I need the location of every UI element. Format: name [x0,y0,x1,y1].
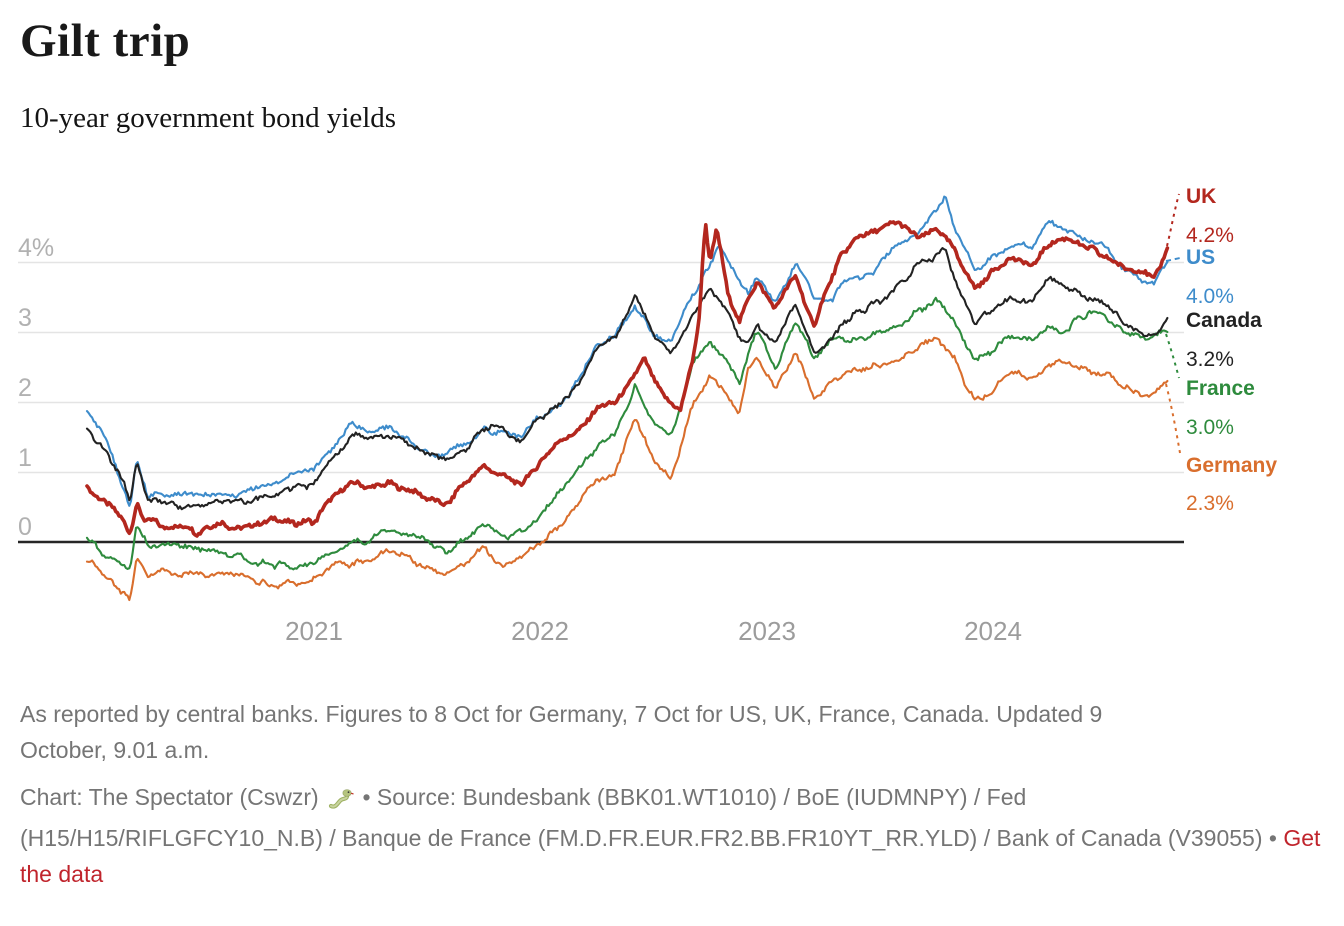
france-line [85,296,1169,571]
legend-label-france: France [1186,377,1255,400]
x-tick-2024: 2024 [964,616,1022,646]
page-title: Gilt trip [20,15,191,67]
y-tick-0: 0 [18,513,32,541]
chart-note: As reported by central banks. Figures to… [20,696,1332,768]
x-tick-2023: 2023 [738,616,796,646]
leader-lines [1165,193,1181,454]
y-axis-labels: 4% 3 2 1 0 [18,234,54,541]
legend-label-canada: Canada [1186,309,1262,332]
note-line-1: As reported by central banks. Figures to… [20,701,1103,727]
x-axis-labels: 2021 2022 2023 2024 [285,616,1022,646]
germany-leader-line [1165,383,1181,454]
legend-value-canada: 3.2% [1186,348,1234,371]
note-line-2: October, 9.01 a.m. [20,737,210,763]
uk-leader-line [1166,193,1180,247]
legend-value-germany: 2.3% [1186,492,1234,515]
y-tick-3: 3 [18,304,32,332]
france-leader-line [1165,333,1180,379]
legend-value-france: 3.0% [1186,416,1234,439]
legend-value-uk: 4.2% [1186,224,1234,247]
x-tick-2022: 2022 [511,616,569,646]
canada-line [85,247,1169,511]
legend-label-uk: UK [1186,185,1217,208]
get-the-data-link[interactable]: Get the data [20,825,1321,887]
us-line [85,195,1169,507]
legend-value-us: 4.0% [1186,285,1234,308]
attribution-prefix: Chart: The Spectator (Cswzr) [20,784,319,810]
y-tick-4: 4% [18,234,54,262]
series-lines [85,195,1170,602]
snake-emoji-icon [327,784,354,820]
x-tick-2021: 2021 [285,616,343,646]
y-gridlines [18,261,1184,544]
uk-line [85,220,1170,538]
page-subtitle: 10-year government bond yields [20,102,397,134]
y-tick-2: 2 [18,374,32,402]
bond-yields-line-chart: 4% 3 2 1 0 2021 2022 2023 2024 [18,193,1184,646]
us-leader-line [1165,257,1181,262]
y-tick-1: 1 [18,444,32,472]
legend-label-germany: Germany [1186,454,1278,477]
attribution-source: • Source: Bundesbank (BBK01.WT1010) / Bo… [20,784,1277,851]
attribution: Chart: The Spectator (Cswzr) • Source: B… [20,779,1332,892]
germany-line [85,336,1169,602]
legend-label-us: US [1186,246,1216,269]
